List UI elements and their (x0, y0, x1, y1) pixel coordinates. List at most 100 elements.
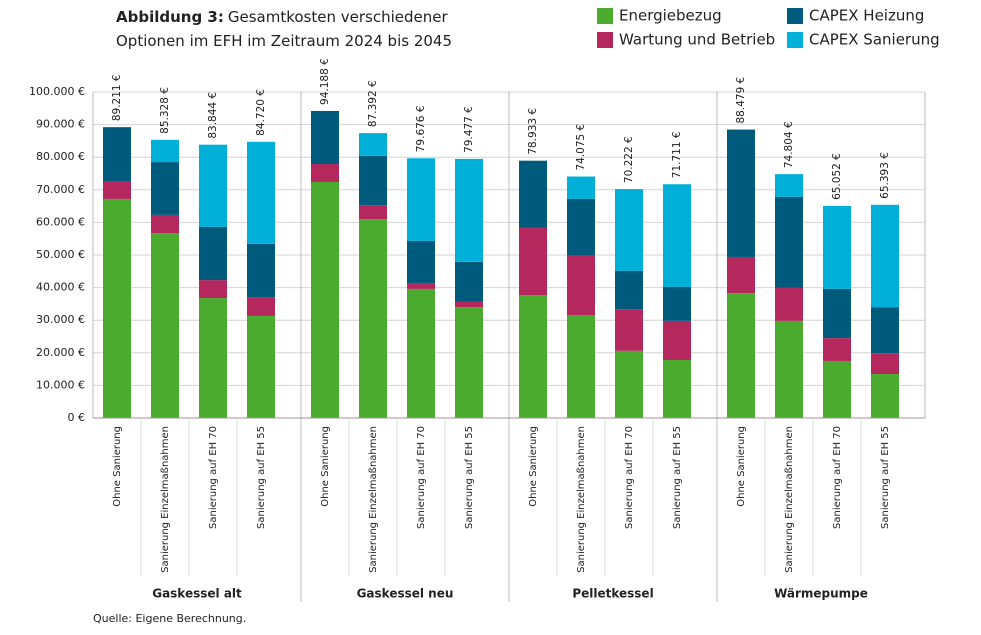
bar-segment (359, 155, 387, 206)
bar-segment (615, 270, 643, 310)
total-label: 83.844 € (207, 92, 219, 139)
bar-segment (199, 298, 227, 418)
bar-segment (663, 320, 691, 360)
total-label: 79.477 € (463, 106, 475, 153)
x-tick-label: Ohne Sanierung (528, 426, 539, 507)
bar-segment (775, 320, 803, 418)
bar-segment (311, 181, 339, 418)
total-label: 65.052 € (831, 153, 843, 200)
bar-segment (727, 293, 755, 418)
y-tick-label: 100.000 € (29, 85, 85, 98)
bar-segment (775, 174, 803, 197)
bar-segment (871, 307, 899, 354)
bar-segment (359, 219, 387, 418)
x-tick-label: Sanierung auf EH 55 (880, 426, 891, 529)
y-tick-label: 80.000 € (36, 150, 85, 163)
bar-segment (103, 180, 131, 199)
group-label: Gaskessel neu (357, 587, 454, 601)
bar-segment (823, 338, 851, 361)
y-tick-label: 20.000 € (36, 346, 85, 359)
bar-segment (663, 286, 691, 321)
total-label: 85.328 € (159, 87, 171, 134)
bar-segment (103, 127, 131, 181)
bar-segment (871, 204, 899, 308)
bar-segment (519, 160, 547, 228)
bar-segment (247, 315, 275, 418)
bar-segment (727, 129, 755, 257)
bar-segment (775, 287, 803, 321)
y-tick-label: 0 € (68, 411, 86, 424)
bar-segment (103, 198, 131, 418)
legend-swatch (597, 32, 613, 48)
bar-segment (519, 227, 547, 296)
bar-segment (151, 214, 179, 234)
total-label: 71.711 € (671, 131, 683, 178)
bar-segment (663, 359, 691, 418)
bar-segment (359, 133, 387, 156)
title-prefix: Abbildung 3: (116, 8, 224, 26)
bar-segment (567, 314, 595, 418)
total-label: 88.479 € (735, 77, 747, 124)
x-tick-label: Sanierung auf EH 55 (256, 426, 267, 529)
legend-swatch (597, 8, 613, 24)
y-tick-label: 40.000 € (36, 281, 85, 294)
y-tick-label: 90.000 € (36, 118, 85, 131)
bar-segment (151, 233, 179, 418)
bar-segment (407, 240, 435, 284)
group-label: Pelletkessel (572, 587, 653, 601)
total-label: 74.804 € (783, 121, 795, 168)
x-tick-label: Sanierung Einzelmaßnahmen (160, 426, 171, 573)
bar-segment (359, 205, 387, 220)
bar-segment (455, 158, 483, 262)
bar-segment (871, 353, 899, 374)
total-label: 79.676 € (415, 105, 427, 152)
bar-segment (871, 373, 899, 418)
y-tick-label: 60.000 € (36, 215, 85, 228)
x-tick-label: Sanierung Einzelmaßnahmen (368, 426, 379, 573)
bar-segment (311, 164, 339, 182)
title-line: Optionen im EFH im Zeitraum 2024 bis 204… (116, 32, 452, 50)
x-tick-label: Ohne Sanierung (112, 426, 123, 507)
bar-segment (615, 189, 643, 271)
bar-segment (727, 256, 755, 294)
total-label: 84.720 € (255, 89, 267, 136)
x-tick-label: Sanierung auf EH 70 (624, 426, 635, 529)
bar-segment (151, 162, 179, 215)
bar-segment (823, 288, 851, 339)
bar-segment (775, 196, 803, 288)
x-tick-label: Sanierung auf EH 70 (832, 426, 843, 529)
bar-segment (615, 350, 643, 418)
total-label: 89.211 € (111, 74, 123, 121)
group-label: Wärmepumpe (774, 587, 868, 601)
bar-segment (567, 198, 595, 255)
legend-swatch (787, 8, 803, 24)
bar-segment (455, 261, 483, 302)
total-label: 65.393 € (879, 152, 891, 199)
bar-segment (407, 288, 435, 418)
bar-segment (247, 297, 275, 316)
total-label: 70.222 € (623, 136, 635, 183)
bar-segment (455, 301, 483, 308)
bar-segment (823, 360, 851, 418)
x-tick-label: Ohne Sanierung (320, 426, 331, 507)
total-label: 74.075 € (575, 124, 587, 171)
source: Quelle: Eigene Berechnung. (93, 612, 246, 625)
x-tick-label: Sanierung auf EH 55 (672, 426, 683, 529)
x-tick-label: Sanierung auf EH 70 (208, 426, 219, 529)
bar-segment (247, 243, 275, 298)
group-label: Gaskessel alt (152, 587, 242, 601)
legend-label: CAPEX Heizung (809, 7, 924, 25)
y-tick-label: 50.000 € (36, 248, 85, 261)
legend-label: Wartung und Betrieb (619, 31, 775, 49)
bar-segment (199, 144, 227, 227)
bar-segment (455, 307, 483, 418)
bar-segment (199, 226, 227, 281)
bar-segment (615, 309, 643, 351)
x-tick-label: Sanierung auf EH 55 (464, 426, 475, 529)
title-line: Gesamtkosten verschiedener (228, 8, 449, 26)
bar-segment (567, 176, 595, 199)
chart-title: Abbildung 3: Gesamtkosten verschiedener Op… (116, 8, 452, 50)
bar-segment (823, 205, 851, 289)
legend-label: Energiebezug (619, 7, 722, 25)
